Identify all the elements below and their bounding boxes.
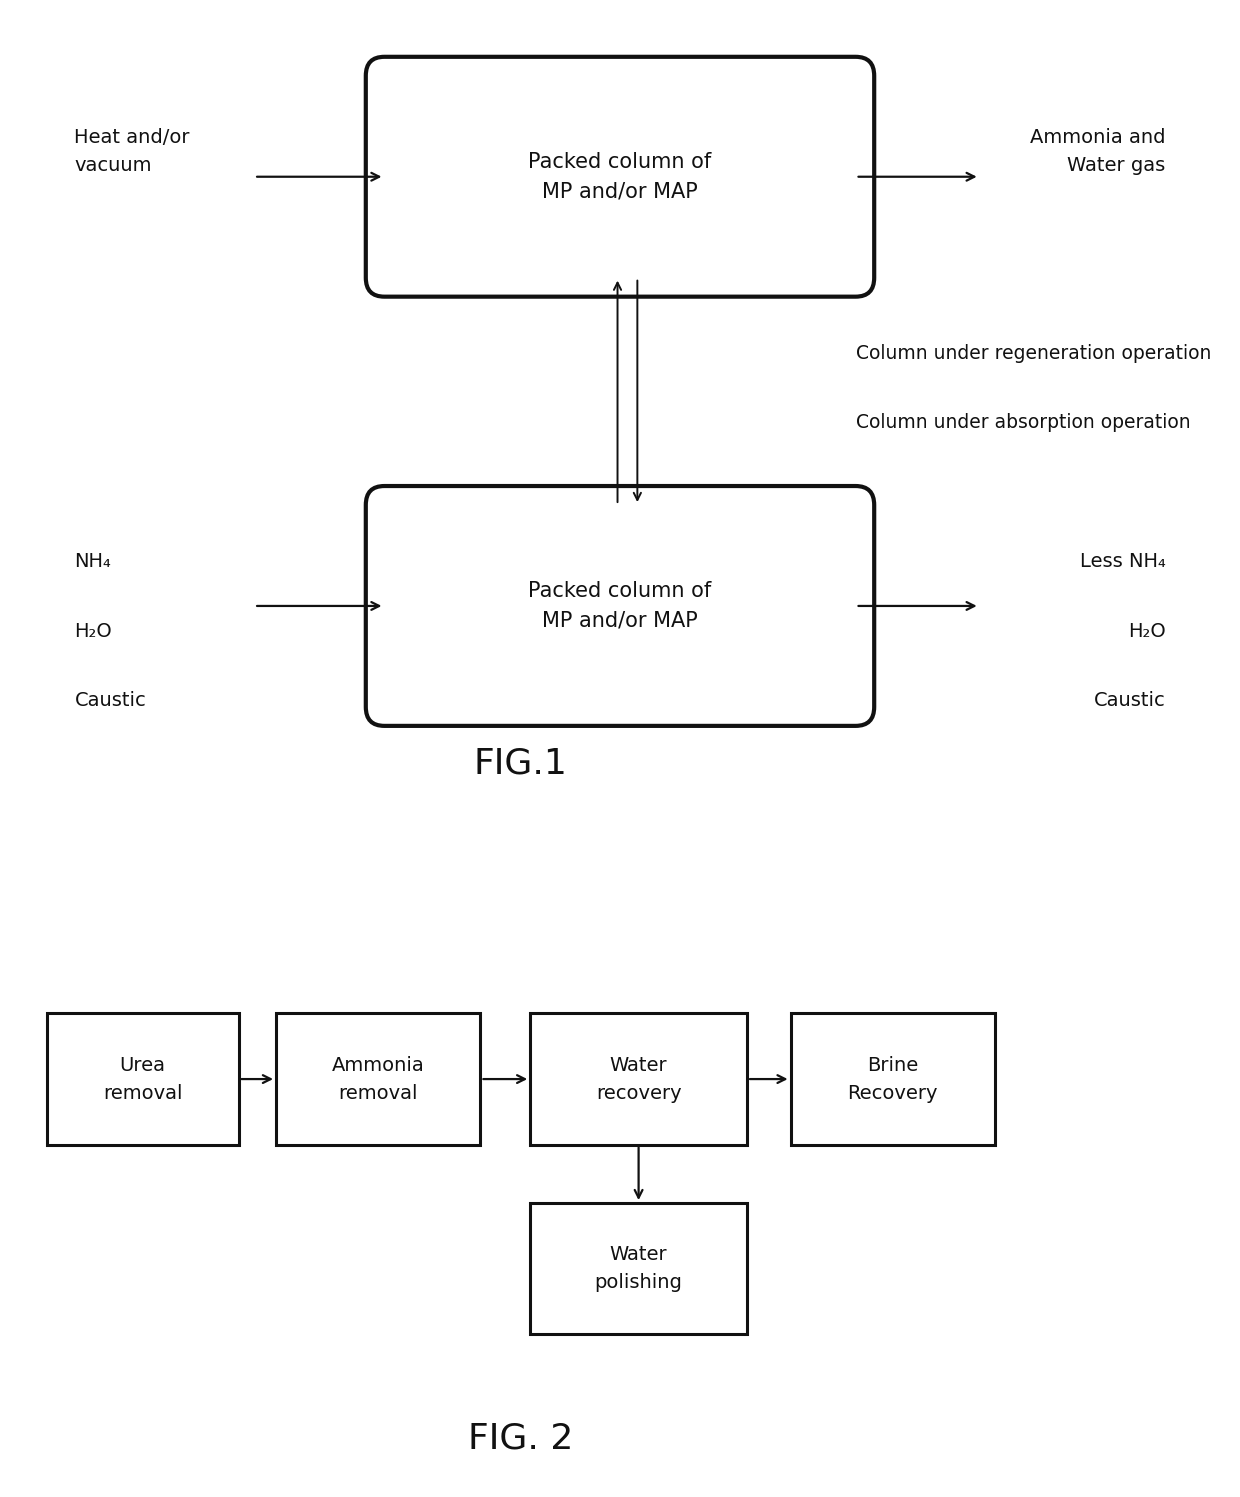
FancyBboxPatch shape — [531, 1013, 746, 1145]
Text: Water
polishing: Water polishing — [595, 1246, 682, 1292]
FancyBboxPatch shape — [366, 487, 874, 726]
Text: NH₄: NH₄ — [74, 552, 112, 572]
Text: Brine
Recovery: Brine Recovery — [848, 1055, 937, 1103]
Text: FIG.1: FIG.1 — [474, 747, 568, 781]
Text: Column under regeneration operation: Column under regeneration operation — [856, 344, 1211, 362]
Text: Packed column of
MP and/or MAP: Packed column of MP and/or MAP — [528, 581, 712, 630]
Text: Water
recovery: Water recovery — [595, 1055, 682, 1103]
Text: Ammonia and
Water gas: Ammonia and Water gas — [1030, 127, 1166, 175]
Text: Urea
removal: Urea removal — [103, 1055, 182, 1103]
FancyBboxPatch shape — [47, 1013, 238, 1145]
Text: H₂O: H₂O — [1128, 621, 1166, 641]
Text: Ammonia
removal: Ammonia removal — [332, 1055, 424, 1103]
FancyBboxPatch shape — [791, 1013, 994, 1145]
Text: FIG. 2: FIG. 2 — [469, 1422, 573, 1455]
Text: H₂O: H₂O — [74, 621, 112, 641]
FancyBboxPatch shape — [531, 1204, 746, 1334]
Text: Less NH₄: Less NH₄ — [1080, 552, 1166, 572]
FancyBboxPatch shape — [275, 1013, 480, 1145]
Text: Caustic: Caustic — [74, 692, 146, 710]
FancyBboxPatch shape — [366, 57, 874, 296]
Text: Column under absorption operation: Column under absorption operation — [856, 413, 1190, 433]
Text: Caustic: Caustic — [1094, 692, 1166, 710]
Text: Heat and/or
vacuum: Heat and/or vacuum — [74, 127, 190, 175]
Text: Packed column of
MP and/or MAP: Packed column of MP and/or MAP — [528, 151, 712, 202]
